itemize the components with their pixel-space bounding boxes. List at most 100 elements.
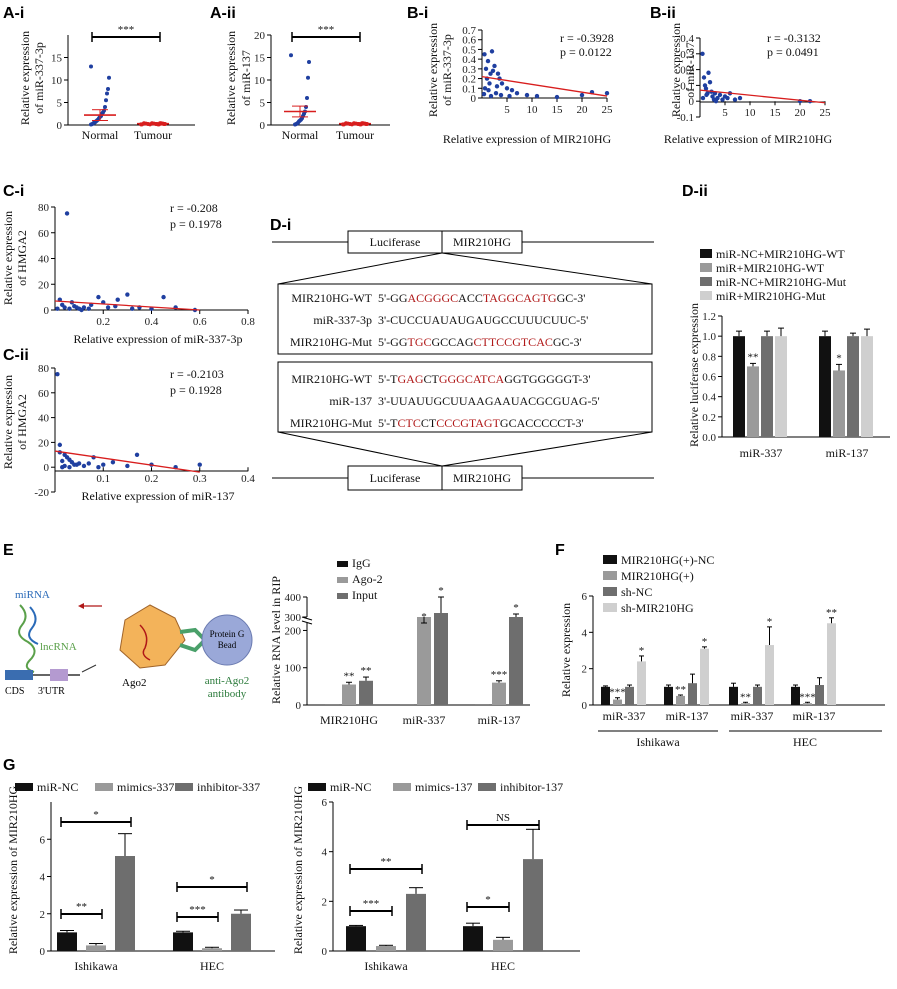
x-tick-label: 20 <box>577 104 589 116</box>
data-point <box>116 298 120 302</box>
y-tick-label: 5 <box>57 98 63 110</box>
bi-ylabel-line1: Relative expression <box>426 23 440 117</box>
data-point <box>55 307 59 311</box>
y-tick-label: 300 <box>285 612 302 624</box>
y-tick-label: 60 <box>38 388 50 400</box>
bi-r: r = -0.3928 <box>560 31 614 45</box>
bar <box>815 685 824 705</box>
x-tick-label: 0.2 <box>145 473 159 485</box>
legend-label: miR-NC <box>37 780 78 794</box>
legend-label: miR-NC+MIR210HG-Mut <box>716 275 847 289</box>
y-tick-label: 4 <box>322 847 328 859</box>
bar <box>346 926 366 951</box>
significance-mark: ** <box>675 684 686 696</box>
legend-label: Input <box>352 588 378 602</box>
x-tick-label: 25 <box>820 107 832 119</box>
data-point <box>89 123 93 127</box>
x-tick-label: 0.3 <box>193 473 207 485</box>
significance-mark: * <box>421 611 427 623</box>
regression-line <box>55 451 200 472</box>
f-cell-ishikawa: Ishikawa <box>636 735 680 749</box>
legend-swatch <box>478 783 496 791</box>
bar <box>434 613 448 705</box>
data-point <box>62 305 66 309</box>
x-tick-label: 15 <box>770 107 782 119</box>
data-point <box>489 94 493 98</box>
data-point <box>58 443 62 447</box>
dii-ylabel: Relative luciferase expression <box>687 303 701 447</box>
data-point <box>111 460 115 464</box>
panel-e-cartoon: miRNA lncRNA CDS 3'UTR Ago2 Protein G Be… <box>5 589 252 700</box>
data-point <box>510 88 514 92</box>
e-ab-label-1: anti-Ago2 <box>205 675 250 687</box>
significance-mark: *** <box>189 904 206 916</box>
significance-mark: *** <box>609 687 626 699</box>
legend-swatch <box>700 291 712 300</box>
y-tick-label: 0 <box>44 305 50 317</box>
sequence-segment: ACC <box>458 291 483 305</box>
data-point <box>490 49 494 53</box>
data-point <box>75 305 79 309</box>
e-ylabel: Relative RNA level in RIP <box>269 576 283 704</box>
di-luciferase-top: Luciferase <box>370 235 421 249</box>
panel-label-dii: D-ii <box>682 183 708 200</box>
data-point <box>486 88 490 92</box>
data-point <box>706 71 710 75</box>
bar <box>173 932 193 951</box>
sequence-segment: GAG <box>398 372 424 386</box>
bar <box>775 336 787 437</box>
bar <box>847 336 859 437</box>
sequence-segment: CCCGTAGT <box>436 416 500 430</box>
data-point <box>105 92 109 96</box>
cii-ylabel-line1: Relative expression <box>1 375 15 469</box>
data-point <box>75 463 79 467</box>
group-label: miR-337 <box>740 446 783 460</box>
group-label: Ishikawa <box>364 959 408 973</box>
legend-swatch <box>700 263 712 272</box>
sequence: 5'-TCTCCTCCCGTAGTGCACCCCCT-3' <box>378 416 584 430</box>
y-tick-label: 10 <box>254 75 266 87</box>
sequence-segment: 5'-T <box>378 372 398 386</box>
y-tick-label: 0.4 <box>702 392 716 404</box>
data-point <box>482 52 486 56</box>
sequence-name: miR-337-3p <box>313 313 372 327</box>
di-gene-bottom: MIR210HG <box>453 471 511 485</box>
data-point <box>733 97 737 101</box>
sequence-segment: ACGGGC <box>408 291 459 305</box>
bii-r: r = -0.3132 <box>767 31 821 45</box>
bar <box>827 623 836 705</box>
y-tick-label: 0 <box>582 700 588 712</box>
panel-a-i: Relative expression of miR-337-3p 051015… <box>18 24 195 142</box>
group-label: HEC <box>200 959 224 973</box>
data-point <box>96 465 100 469</box>
data-point <box>700 52 704 56</box>
panel-c-i: Relative expression of HMGA2 0204060800.… <box>1 201 255 346</box>
data-point <box>738 96 742 100</box>
y-tick-label: 0 <box>322 946 328 958</box>
data-point <box>701 96 705 100</box>
bar <box>231 914 251 951</box>
y-tick-label: 20 <box>38 437 50 449</box>
group-label: MIR210HG <box>320 713 378 727</box>
sequence-segment: CTTCCGTCAC <box>474 335 553 349</box>
significance-mark: * <box>513 602 519 614</box>
data-point <box>494 91 498 95</box>
data-point <box>306 76 310 80</box>
significance-mark: *** <box>491 669 508 681</box>
bar <box>688 683 697 705</box>
panel-c-ii: Relative expression of HMGA2 -2002040608… <box>1 363 255 503</box>
y-tick-label: 80 <box>38 363 50 375</box>
data-point <box>135 453 139 457</box>
data-point <box>495 84 499 88</box>
bar <box>417 617 431 705</box>
bi-ylabel-line2: of miR-337-3p <box>440 34 454 106</box>
data-point <box>79 308 83 312</box>
panel-label-bii: B-ii <box>650 5 676 22</box>
data-point <box>525 93 529 97</box>
mirna-strand-icon <box>29 607 38 644</box>
data-point <box>89 65 93 69</box>
data-point <box>62 464 66 468</box>
group-label: miR-137 <box>478 713 521 727</box>
group-label: miR-337 <box>403 713 446 727</box>
y-tick-label: 0 <box>260 120 266 132</box>
